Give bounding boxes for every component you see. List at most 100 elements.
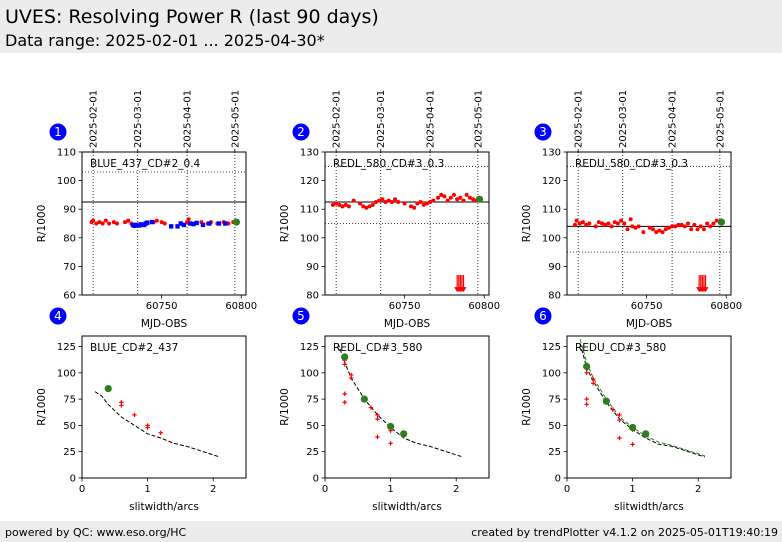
data-point — [580, 220, 585, 225]
data-range-subtitle: Data range: 2025-02-01 ... 2025-04-30* — [5, 31, 325, 50]
data-point — [650, 227, 655, 232]
data-point-highlight — [602, 397, 610, 405]
y-tick-label: 80 — [306, 291, 319, 302]
data-point — [377, 198, 382, 203]
data-point — [162, 221, 167, 226]
panel-badge-number: 1 — [54, 125, 62, 139]
data-point — [389, 200, 394, 205]
data-point — [181, 222, 187, 228]
data-point — [330, 202, 335, 207]
y-tick-label: 110 — [542, 205, 561, 216]
data-point — [663, 227, 668, 232]
x-tick-label: 0 — [564, 484, 570, 495]
data-point — [358, 201, 363, 206]
y-tick-label: 25 — [306, 447, 319, 458]
y-tick-label: 80 — [548, 291, 561, 302]
date-tick-label: 2025-04-01 — [668, 90, 679, 148]
panel-label: REDL_580_CD#3_0.3 — [333, 158, 444, 170]
data-point — [375, 416, 380, 422]
date-tick-label: 2025-04-01 — [183, 90, 194, 148]
data-point — [591, 381, 596, 386]
data-point-highlight — [387, 422, 395, 431]
y-tick-label: 75 — [63, 395, 76, 406]
data-point — [340, 204, 345, 209]
panel-label: BLUE_CD#2_437 — [90, 342, 178, 354]
data-point — [361, 204, 366, 209]
x-tick-label: 60750 — [389, 301, 421, 312]
data-point — [375, 434, 380, 440]
data-point — [609, 224, 614, 229]
data-point — [654, 230, 659, 235]
y-tick-label: 25 — [63, 447, 76, 458]
x-axis-label: MJD-OBS — [626, 318, 673, 330]
data-point — [188, 221, 193, 226]
data-point — [647, 225, 652, 230]
data-point-highlight — [583, 362, 591, 371]
data-point — [679, 222, 684, 227]
data-point — [698, 224, 703, 229]
data-point — [132, 412, 137, 418]
data-point — [103, 218, 108, 223]
data-point — [628, 217, 633, 222]
data-point-highlight — [360, 395, 368, 403]
data-point — [367, 204, 372, 209]
data-point — [342, 391, 347, 397]
y-tick-label: 100 — [57, 368, 76, 379]
x-tick-label: 1 — [144, 484, 150, 495]
data-point — [126, 218, 131, 223]
y-tick-label: 70 — [63, 262, 76, 273]
y-tick-label: 0 — [313, 474, 319, 485]
data-point — [386, 198, 391, 203]
data-point — [676, 222, 681, 227]
y-axis-label: R/1000 — [521, 205, 533, 243]
data-point — [375, 412, 380, 418]
x-axis-label: MJD-OBS — [141, 318, 188, 330]
y-tick-label: 75 — [306, 395, 319, 406]
data-point — [625, 227, 630, 232]
data-point — [191, 221, 196, 227]
data-point — [617, 412, 622, 418]
data-point — [428, 200, 433, 205]
data-point — [673, 224, 678, 229]
data-point — [464, 192, 469, 197]
y-tick-label: 90 — [306, 262, 319, 273]
data-point-highlight — [400, 430, 408, 438]
data-point — [178, 221, 183, 226]
data-point-highlight — [232, 218, 241, 226]
data-point — [439, 192, 444, 197]
chart-panel-2: 2 2025-02-01 2025-03-01 2025-04-01 2025-05-0… — [279, 90, 500, 330]
data-point — [606, 221, 611, 226]
y-tick-label: 100 — [542, 233, 561, 244]
data-point — [349, 375, 354, 381]
plot-frame — [81, 335, 247, 479]
panel-label: REDU_580_CD#3_0.3 — [575, 158, 688, 170]
panel-badge-number: 3 — [539, 125, 547, 139]
y-tick-label: 125 — [542, 342, 561, 353]
date-tick-label: 2025-02-01 — [332, 90, 343, 148]
data-point — [636, 224, 641, 229]
panel-badge-circle — [49, 307, 67, 325]
y-axis-label: R/1000 — [36, 388, 48, 426]
data-point — [364, 205, 369, 210]
data-point — [346, 204, 351, 209]
footer-bar: powered by QC: www.eso.org/HC created by… — [0, 521, 782, 542]
data-point — [342, 400, 347, 405]
data-point — [418, 200, 423, 205]
y-axis-label: R/1000 — [279, 388, 291, 426]
data-point — [572, 222, 577, 227]
data-point — [591, 376, 596, 382]
date-tick-label: 2025-05-01 — [473, 90, 484, 148]
data-point — [94, 221, 99, 226]
data-point — [373, 200, 378, 205]
data-point — [695, 227, 700, 232]
data-point — [133, 222, 139, 228]
date-tick-label: 2025-05-01 — [230, 90, 241, 148]
data-point — [660, 230, 665, 235]
y-tick-label: 130 — [542, 148, 561, 159]
y-tick-label: 120 — [300, 176, 319, 187]
x-tick-label: 1 — [387, 484, 393, 495]
model-curve — [579, 339, 705, 457]
data-point — [705, 221, 710, 226]
data-point — [186, 217, 191, 222]
y-tick-label: 0 — [70, 474, 76, 485]
